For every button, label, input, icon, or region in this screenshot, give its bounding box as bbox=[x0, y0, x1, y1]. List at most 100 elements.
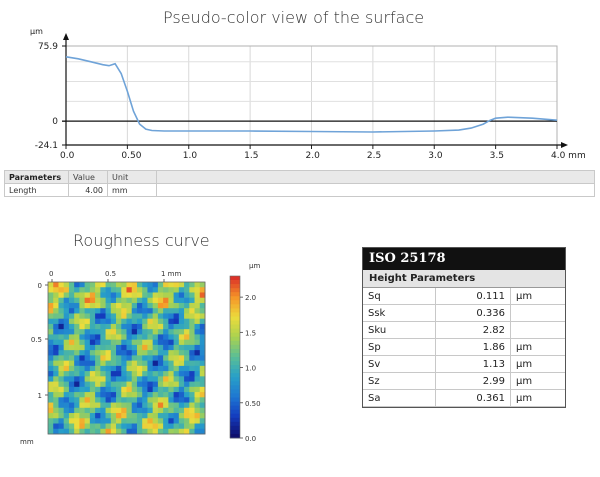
heatmap-cell bbox=[157, 423, 164, 430]
heatmap-cell bbox=[126, 428, 133, 435]
heatmap-cell bbox=[84, 423, 91, 430]
iso-param-unit: µm bbox=[510, 338, 565, 356]
heatmap-cell bbox=[74, 350, 80, 356]
iso-param-value: 1.86 bbox=[435, 338, 511, 356]
heatmap-cell bbox=[136, 287, 143, 293]
heatmap-cell bbox=[157, 402, 164, 409]
heatmap-cell bbox=[48, 334, 54, 341]
heatmap-cell bbox=[126, 365, 133, 372]
heatmap-cell bbox=[53, 344, 59, 351]
heatmap-cell bbox=[163, 371, 169, 377]
heatmap-cell bbox=[105, 282, 112, 288]
heatmap-cell bbox=[142, 302, 148, 309]
heatmap-cell bbox=[95, 334, 101, 341]
heatmap-cell bbox=[116, 329, 122, 335]
heatmap-cell bbox=[157, 297, 164, 304]
heatmap-cell bbox=[189, 381, 195, 388]
heatmap-cell bbox=[100, 360, 106, 367]
heatmap-x-tick-label: 0 bbox=[49, 270, 53, 278]
colorbar-segment bbox=[230, 425, 240, 431]
heatmap-cell bbox=[63, 302, 70, 309]
heatmap-cell bbox=[110, 397, 117, 403]
heatmap-cell bbox=[142, 355, 148, 362]
colorbar-segment bbox=[230, 304, 240, 309]
heatmap-cell bbox=[147, 360, 154, 367]
heatmap-cell bbox=[58, 402, 65, 409]
roughness-title: Roughness curve bbox=[73, 231, 210, 250]
heatmap-cell bbox=[95, 318, 101, 325]
heatmap-cell bbox=[53, 413, 59, 419]
heatmap-cell bbox=[136, 323, 143, 330]
heatmap-cell bbox=[199, 313, 206, 320]
heatmap-cell bbox=[116, 282, 122, 288]
heatmap-cell bbox=[147, 339, 154, 346]
heatmap-cell bbox=[163, 302, 169, 309]
heatmap-cell bbox=[63, 376, 70, 382]
heatmap-cell bbox=[178, 428, 185, 435]
heatmap-cell bbox=[131, 428, 138, 435]
heatmap-cell bbox=[131, 323, 138, 330]
heatmap-cell bbox=[105, 423, 112, 430]
heatmap-cell bbox=[152, 323, 159, 330]
heatmap-cell bbox=[168, 282, 174, 288]
heatmap-cell bbox=[121, 344, 127, 351]
heatmap-cell bbox=[63, 297, 70, 304]
param-header-name: Parameters bbox=[4, 170, 69, 184]
heatmap-cell bbox=[152, 297, 159, 304]
heatmap-cell bbox=[173, 392, 180, 398]
heatmap-cell bbox=[74, 371, 80, 377]
heatmap-cell bbox=[157, 344, 164, 351]
heatmap-cell bbox=[84, 381, 91, 388]
heatmap-cell bbox=[48, 413, 54, 419]
heatmap-cell bbox=[147, 407, 154, 414]
heatmap-cell bbox=[58, 339, 65, 346]
colorbar-segment bbox=[230, 312, 240, 317]
heatmap-cell bbox=[48, 308, 54, 314]
heatmap-cell bbox=[58, 329, 65, 335]
heatmap-cell bbox=[136, 402, 143, 409]
heatmap-cell bbox=[68, 355, 75, 362]
heatmap-cell bbox=[157, 428, 164, 435]
heatmap-cell bbox=[163, 360, 169, 367]
heatmap-cell bbox=[157, 308, 164, 314]
heatmap-cell bbox=[48, 297, 54, 304]
heatmap-cell bbox=[178, 407, 185, 414]
heatmap-cell bbox=[163, 418, 169, 424]
heatmap-cell bbox=[184, 402, 190, 409]
colorbar-segment bbox=[230, 324, 240, 330]
heatmap-cell bbox=[184, 360, 190, 367]
heatmap-cell bbox=[173, 365, 180, 372]
heatmap-cell bbox=[105, 413, 112, 419]
heatmap-cell bbox=[194, 308, 201, 314]
heatmap-cell bbox=[126, 402, 133, 409]
colorbar-segment bbox=[230, 365, 240, 370]
heatmap-cell bbox=[189, 355, 195, 362]
heatmap-cell bbox=[95, 287, 101, 293]
heatmap-cell bbox=[74, 355, 80, 362]
heatmap-cell bbox=[178, 360, 185, 367]
heatmap-cell bbox=[121, 329, 127, 335]
heatmap-cell bbox=[74, 282, 80, 288]
heatmap-cell bbox=[105, 323, 112, 330]
heatmap-cell bbox=[147, 376, 154, 382]
heatmap-cell bbox=[84, 365, 91, 372]
heatmap-cell bbox=[152, 418, 159, 424]
heatmap-cell bbox=[53, 323, 59, 330]
heatmap-cell bbox=[74, 365, 80, 372]
heatmap-cell bbox=[58, 423, 65, 430]
heatmap-cell bbox=[105, 302, 112, 309]
colorbar-segment bbox=[230, 296, 240, 301]
heatmap-cell bbox=[184, 282, 190, 288]
heatmap-cell bbox=[68, 292, 75, 299]
heatmap-cell bbox=[199, 397, 206, 403]
heatmap-cell bbox=[147, 381, 154, 388]
heatmap-cell bbox=[173, 287, 180, 293]
heatmap-cell bbox=[126, 386, 133, 393]
heatmap-cell bbox=[163, 381, 169, 388]
heatmap-cell bbox=[48, 329, 54, 335]
heatmap-cell bbox=[74, 323, 80, 330]
heatmap-cell bbox=[68, 386, 75, 393]
heatmap-cell bbox=[105, 287, 112, 293]
heatmap-cell bbox=[58, 413, 65, 419]
heatmap-cell bbox=[58, 350, 65, 356]
